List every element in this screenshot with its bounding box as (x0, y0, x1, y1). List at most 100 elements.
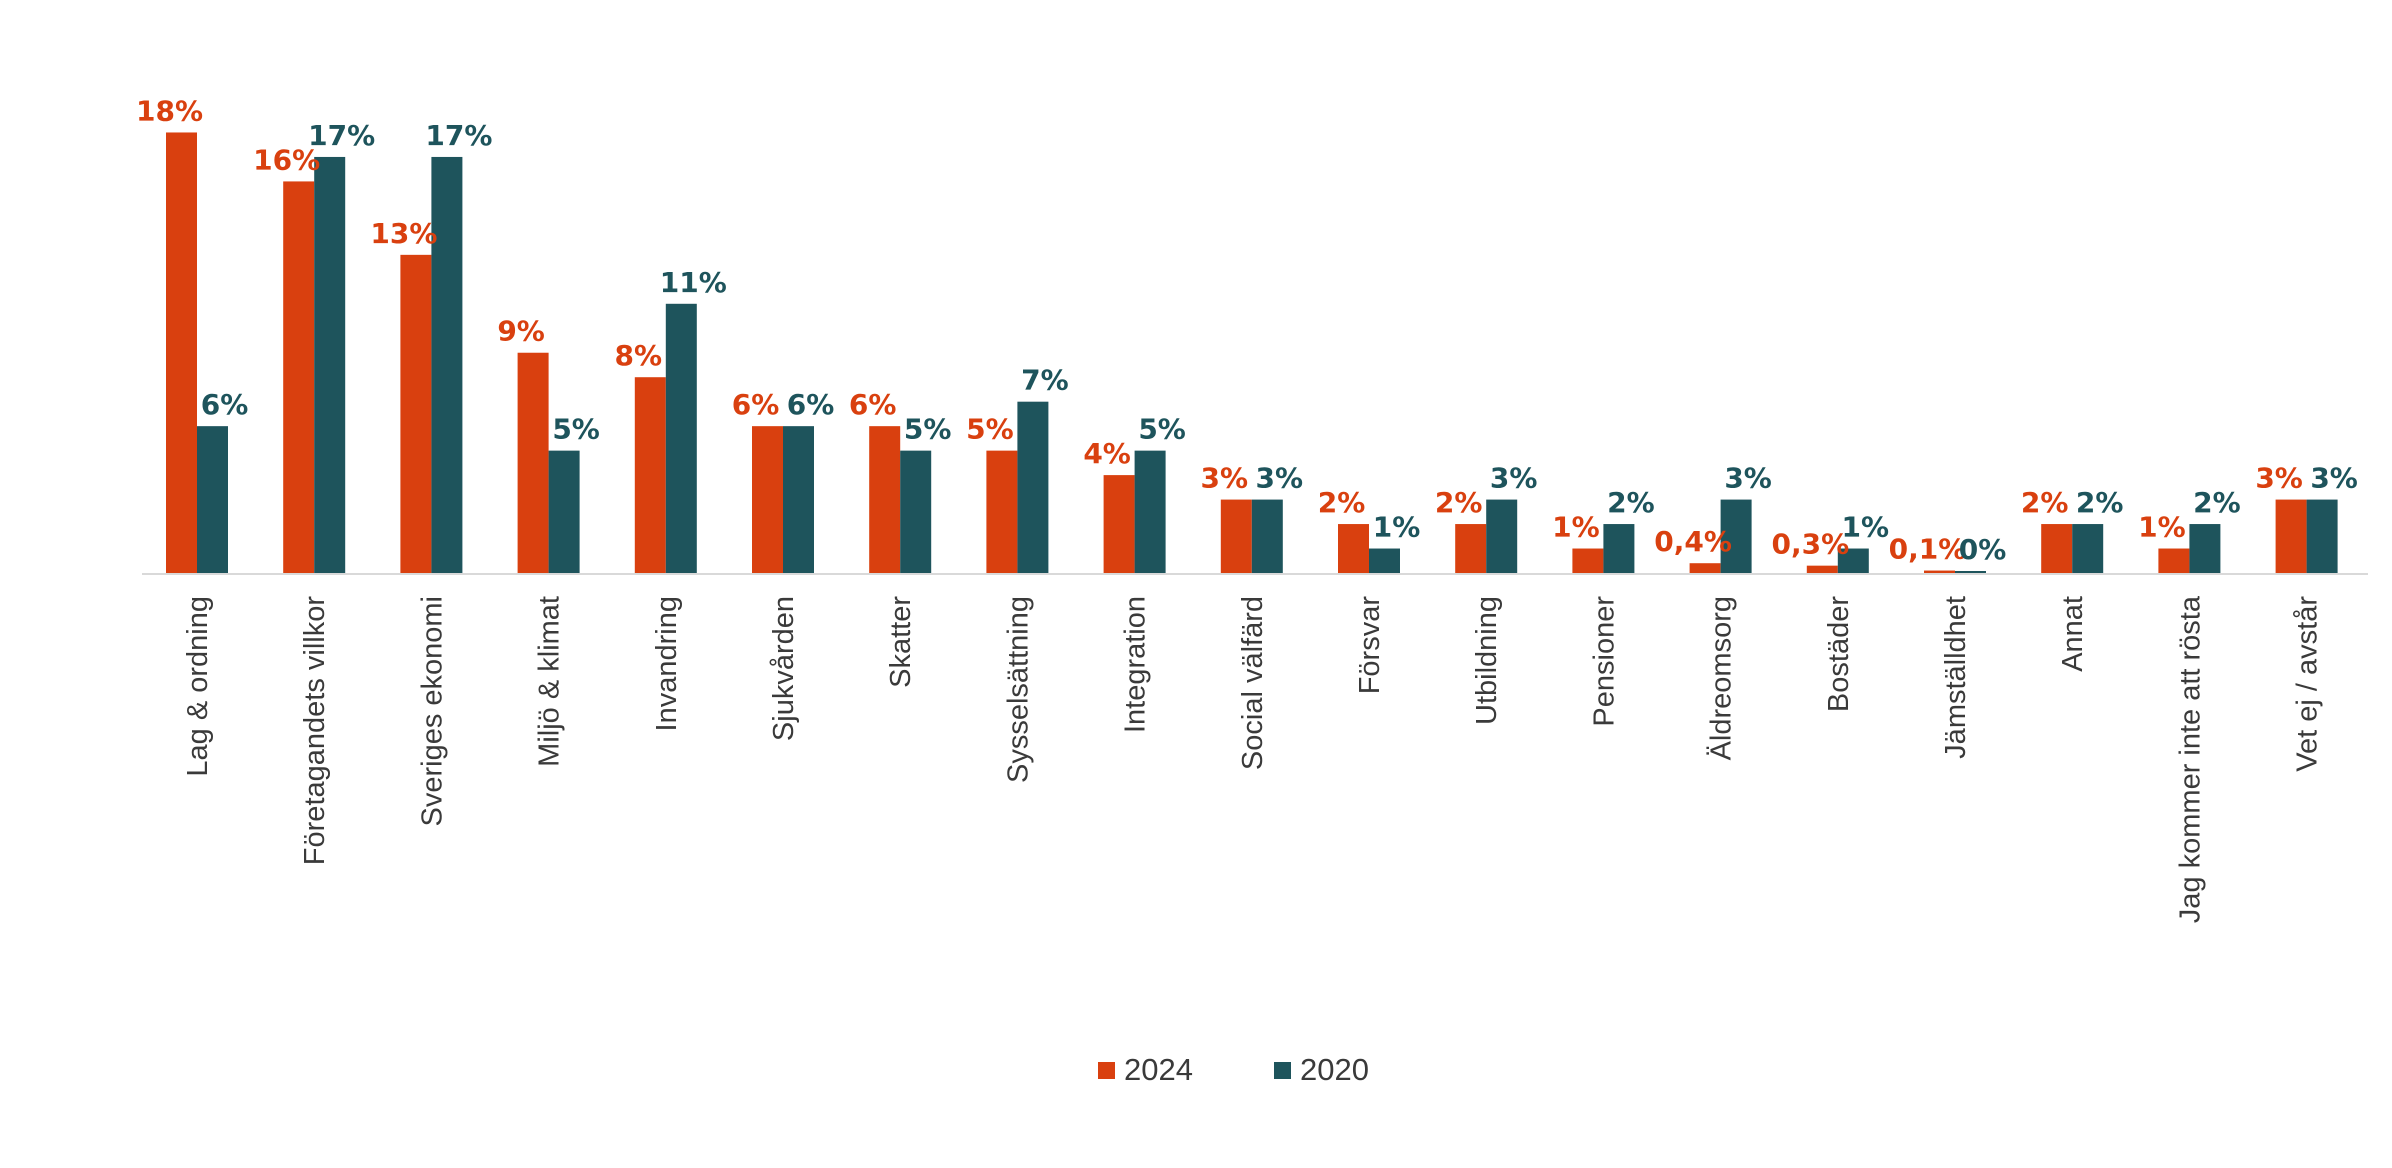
value-label-2020-13: 3% (1724, 462, 1772, 495)
bar-2020-16 (2072, 524, 2104, 573)
value-label-2020-16: 2% (2076, 486, 2124, 519)
x-tick-label-6: Skatter (885, 596, 917, 688)
x-tick-label-17: Jag kommer inte att rösta (2174, 595, 2206, 923)
x-tick-label-15: Jämställdhet (1940, 596, 1972, 759)
value-label-2024-18: 3% (2255, 462, 2303, 495)
value-label-2020-4: 11% (660, 266, 727, 299)
bar-2020-8 (1134, 450, 1166, 573)
bar-2024-6 (869, 426, 901, 573)
bar-2020-12 (1603, 524, 1635, 573)
value-label-2024-0: 18% (136, 94, 203, 127)
value-label-2020-7: 7% (1021, 364, 1069, 397)
value-label-2020-18: 3% (2310, 462, 2358, 495)
value-label-2024-17: 1% (2138, 511, 2186, 544)
bar-2020-6 (900, 450, 932, 573)
value-label-2024-14: 0,3% (1771, 528, 1849, 561)
x-tick-label-2: Sveriges ekonomi (416, 596, 448, 827)
bar-2020-9 (1251, 499, 1283, 573)
x-tick-label-4: Invandring (651, 596, 683, 731)
bar-2024-9 (1220, 499, 1252, 573)
x-tick-label-5: Sjukvården (768, 596, 800, 741)
legend-swatch-2024 (1098, 1062, 1115, 1079)
bar-2020-14 (1837, 548, 1869, 573)
bar-2020-2 (431, 156, 463, 573)
x-tick-label-14: Bostäder (1823, 596, 1855, 712)
bar-2024-2 (400, 254, 432, 573)
value-label-2024-9: 3% (1201, 462, 1249, 495)
value-label-2024-7: 5% (966, 413, 1014, 446)
bar-2020-13 (1720, 499, 1752, 573)
bar-2024-8 (1103, 475, 1135, 573)
bar-2024-5 (752, 426, 783, 573)
x-tick-labels-group: Lag & ordning Företagandets villkor Sverig… (182, 595, 2324, 923)
value-label-2020-0: 6% (201, 388, 249, 421)
legend-swatch-2020 (1274, 1062, 1291, 1079)
bar-2024-7 (986, 450, 1018, 573)
x-tick-label-13: Äldreomsorg (1706, 596, 1738, 760)
value-label-2020-3: 5% (552, 413, 600, 446)
bar-2024-13 (1689, 563, 1721, 573)
value-label-2020-14: 1% (1842, 511, 1890, 544)
x-tick-label-12: Pensioner (1588, 596, 1620, 727)
x-tick-label-16: Annat (2057, 596, 2089, 672)
bar-2020-5 (783, 426, 814, 573)
legend-label-2020: 2020 (1300, 1052, 1369, 1087)
bar-2020-18 (2306, 499, 2338, 573)
value-label-2024-4: 8% (615, 339, 663, 372)
value-label-2024-10: 2% (1318, 486, 1366, 519)
x-tick-label-10: Försvar (1354, 596, 1386, 695)
bar-2024-11 (1455, 524, 1487, 573)
bar-2024-18 (2275, 499, 2307, 573)
value-label-2020-5: 6% (787, 388, 835, 421)
bar-2024-1 (283, 181, 315, 573)
bar-2020-0 (197, 426, 228, 573)
bar-2024-10 (1338, 524, 1369, 573)
bar-2024-0 (166, 132, 197, 573)
value-label-2024-8: 4% (1083, 437, 1131, 470)
value-label-2024-12: 1% (1552, 511, 1600, 544)
value-label-2020-1: 17% (308, 119, 375, 152)
value-label-2024-11: 2% (1435, 486, 1483, 519)
x-tick-label-9: Social välfärd (1237, 596, 1269, 770)
value-label-2020-9: 3% (1256, 462, 1304, 495)
bar-2020-3 (548, 450, 580, 573)
value-label-2024-15: 0,1% (1889, 533, 1967, 566)
bar-2020-11 (1486, 499, 1518, 573)
x-tick-label-1: Företagandets villkor (299, 596, 331, 866)
x-tick-label-0: Lag & ordning (182, 596, 214, 777)
legend: 2024 2020 (1098, 1052, 1369, 1087)
value-label-2020-12: 2% (1607, 486, 1655, 519)
value-label-2024-1: 16% (253, 143, 320, 176)
bar-2020-17 (2189, 524, 2221, 573)
x-tick-label-7: Sysselsättning (1002, 596, 1034, 783)
value-label-2024-2: 13% (370, 217, 437, 250)
value-label-2024-5: 6% (732, 388, 780, 421)
bar-2024-15 (1924, 570, 1955, 573)
value-label-2020-15: 0% (1959, 533, 2007, 566)
value-label-2024-6: 6% (849, 388, 897, 421)
bar-2024-17 (2158, 548, 2190, 573)
value-label-2020-10: 1% (1373, 511, 1421, 544)
bar-2020-15 (1955, 571, 1986, 573)
value-label-2020-11: 3% (1490, 462, 1538, 495)
value-label-2020-8: 5% (1138, 413, 1186, 446)
bars-group (166, 132, 2338, 573)
bar-2020-7 (1017, 401, 1049, 573)
value-label-2024-13: 0,4% (1654, 525, 1732, 558)
bar-2024-12 (1572, 548, 1604, 573)
x-tick-label-8: Integration (1120, 596, 1152, 733)
x-tick-label-11: Utbildning (1471, 596, 1503, 725)
value-label-2020-6: 5% (904, 413, 952, 446)
legend-label-2024: 2024 (1124, 1052, 1193, 1087)
bar-2020-1 (314, 156, 346, 573)
value-label-2020-2: 17% (425, 119, 492, 152)
x-tick-label-3: Miljö & klimat (534, 596, 566, 767)
bar-2024-14 (1806, 565, 1838, 573)
bar-2024-16 (2041, 524, 2073, 573)
value-labels-group: 18%6%16%17%13%17%9%5%8%11%6% 6% 6%5% 5%7%4%… (136, 94, 2358, 566)
bar-2024-3 (517, 352, 549, 573)
value-label-2020-17: 2% (2193, 486, 2241, 519)
bar-2024-4 (634, 377, 666, 573)
value-label-2024-3: 9% (497, 315, 545, 348)
bar-2020-10 (1369, 548, 1400, 573)
